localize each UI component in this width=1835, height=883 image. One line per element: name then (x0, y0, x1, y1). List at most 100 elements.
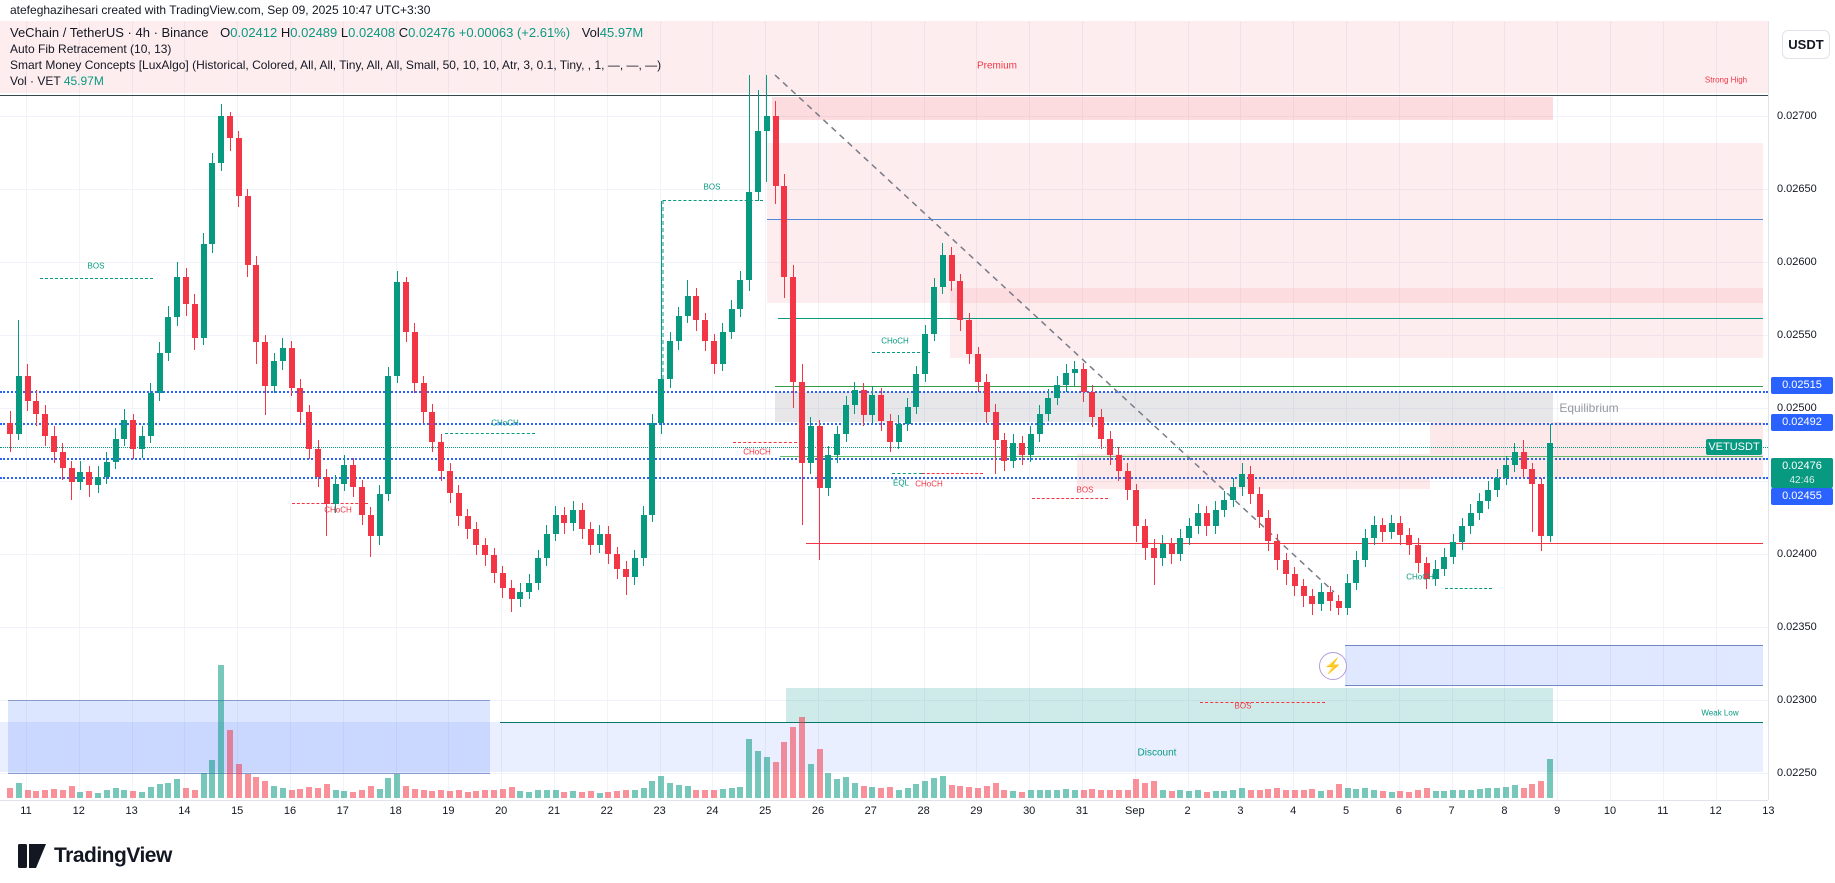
volume-bar (834, 779, 841, 798)
volume-bar (755, 751, 761, 798)
tradingview-logo[interactable]: TradingView (18, 836, 172, 876)
date-label: 2 (1184, 805, 1191, 817)
grid-horizontal (0, 116, 1768, 117)
candle (1203, 513, 1210, 527)
candle (772, 116, 779, 187)
volume-bar (1080, 789, 1087, 798)
candle (1309, 596, 1316, 604)
candle (1511, 451, 1518, 465)
price-axis[interactable]: 0.02700 0.02650 0.02600 0.02550 0.02500 0.024… (1768, 21, 1835, 800)
symbol-title: VeChain / TetherUS · 4h · Binance (10, 25, 209, 40)
volume-bar (1036, 789, 1043, 798)
volume-bar (1195, 790, 1201, 798)
volume-bar (341, 791, 348, 798)
volume-layer (0, 21, 1768, 800)
price-tick: 0.02350 (1777, 621, 1817, 633)
time-axis[interactable]: 11 12 13 14 15 16 17 18 19 20 21 22 23 24 25 26 27 28 29 30… (0, 800, 1775, 823)
volume-bar (605, 792, 612, 798)
volume-bar (711, 789, 717, 798)
date-label: 29 (970, 805, 983, 817)
candle (112, 438, 119, 463)
candle-wick (1153, 539, 1155, 585)
indicator-smc-row[interactable]: Smart Money Concepts [LuxAlgo] (Historic… (10, 58, 662, 72)
candle (702, 320, 709, 341)
grid-horizontal (0, 262, 1768, 263)
chart-pane[interactable]: Premium Strong High Equilibrium Discount Wea… (0, 21, 1768, 800)
candle (1142, 526, 1149, 549)
candle (1001, 440, 1008, 461)
grid-vertical (1187, 21, 1189, 800)
candles-layer (0, 21, 1768, 800)
volume-bar (218, 665, 225, 798)
candle (429, 412, 436, 442)
choch-green-3 (1445, 588, 1492, 589)
volume-bar (825, 772, 832, 798)
grid-horizontal (0, 700, 1768, 701)
candle (1379, 524, 1386, 533)
trendline-layer (662, 74, 1335, 593)
volume-bar (51, 788, 57, 798)
candle (227, 116, 233, 138)
candle (51, 435, 57, 452)
candle (1494, 478, 1501, 490)
volume-bar (95, 792, 101, 798)
indicator-volume-row[interactable]: Vol · VET 45.97M (10, 74, 104, 88)
candle-wick (819, 419, 821, 560)
grid-vertical (1240, 21, 1242, 800)
quick-trade-button[interactable]: ⚡ (1319, 652, 1347, 680)
volume-bar (473, 791, 480, 798)
candle (1344, 583, 1351, 608)
candle (1362, 537, 1369, 560)
volume-bar (200, 772, 207, 798)
volume-bar (948, 785, 955, 798)
currency-toggle-button[interactable]: USDT (1782, 30, 1830, 59)
candle (59, 451, 66, 468)
symbol-legend-row[interactable]: VeChain / TetherUS · 4h · Binance O0.024… (10, 25, 910, 40)
volume-bar (684, 786, 691, 798)
candle (552, 514, 559, 534)
candle (191, 304, 198, 338)
volume-bar (420, 790, 427, 798)
candle (262, 342, 269, 387)
indicator-fib-row[interactable]: Auto Fib Retracement (10, 13) (10, 42, 172, 56)
candle (1397, 523, 1404, 535)
candle (1265, 517, 1272, 541)
volume-bar (878, 787, 885, 798)
candle (667, 340, 673, 379)
volume-bar (1124, 789, 1131, 798)
supply-zone-1 (767, 143, 1763, 303)
candle (1335, 600, 1342, 609)
grid-horizontal (0, 335, 1768, 336)
volume-bar (191, 789, 198, 798)
grid-vertical (923, 21, 925, 800)
volume-bar (24, 789, 31, 798)
candle (1485, 489, 1492, 502)
candle (1283, 559, 1289, 575)
grid-vertical (1082, 21, 1083, 800)
candle (15, 375, 22, 435)
grid-vertical (976, 21, 978, 800)
candle (992, 412, 999, 441)
date-label: 3 (1237, 805, 1244, 817)
volume-bar (279, 787, 286, 798)
candle (68, 467, 75, 483)
label-choch: CHoCH (324, 505, 352, 515)
candle (1036, 413, 1043, 435)
volume-bar (658, 775, 665, 798)
supply-zone-2 (950, 288, 1763, 358)
volume-bar (992, 782, 999, 798)
volume-bar (244, 774, 251, 798)
volume-bar (614, 791, 621, 798)
candle-wick (1074, 361, 1076, 387)
volume-bar (350, 792, 357, 798)
candle (42, 413, 49, 436)
bos-red-1 (1032, 498, 1108, 499)
grid-vertical (554, 21, 555, 800)
candle (218, 116, 225, 163)
candle (975, 353, 981, 382)
candle (1195, 513, 1201, 527)
volume-bar (1432, 791, 1439, 798)
ohlc-close: C0.02476 (398, 25, 456, 40)
candle (535, 558, 541, 584)
volume-bar (359, 790, 365, 798)
